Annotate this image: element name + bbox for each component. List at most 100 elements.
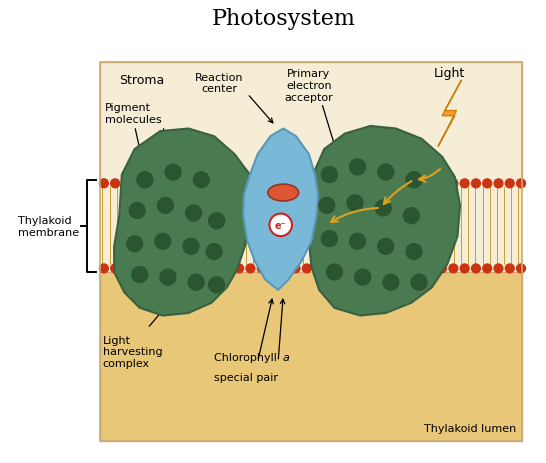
Circle shape xyxy=(209,277,224,293)
Polygon shape xyxy=(244,129,318,290)
Circle shape xyxy=(381,179,391,189)
Circle shape xyxy=(200,264,210,274)
Circle shape xyxy=(406,244,422,260)
Circle shape xyxy=(369,264,379,274)
Circle shape xyxy=(132,267,148,283)
Circle shape xyxy=(157,198,173,214)
Circle shape xyxy=(349,234,365,250)
Text: Light
harvesting
complex: Light harvesting complex xyxy=(103,335,163,368)
Circle shape xyxy=(155,234,171,250)
Polygon shape xyxy=(114,129,252,316)
Circle shape xyxy=(302,264,312,274)
Circle shape xyxy=(167,264,177,274)
Circle shape xyxy=(127,236,143,252)
Text: Thylakoid lumen: Thylakoid lumen xyxy=(424,423,517,433)
Circle shape xyxy=(186,206,201,221)
Circle shape xyxy=(426,264,436,274)
Circle shape xyxy=(279,264,289,274)
Circle shape xyxy=(403,208,419,224)
Circle shape xyxy=(355,269,371,286)
Circle shape xyxy=(160,269,176,286)
Circle shape xyxy=(327,264,342,280)
Circle shape xyxy=(378,239,394,255)
Circle shape xyxy=(322,167,337,183)
Circle shape xyxy=(378,165,394,181)
Circle shape xyxy=(516,264,526,274)
Circle shape xyxy=(482,264,492,274)
Polygon shape xyxy=(309,127,460,316)
Circle shape xyxy=(494,264,503,274)
Circle shape xyxy=(144,264,154,274)
Circle shape xyxy=(406,172,422,188)
Circle shape xyxy=(460,179,470,189)
Circle shape xyxy=(349,160,365,175)
Circle shape xyxy=(223,179,233,189)
Text: Stroma: Stroma xyxy=(119,74,164,87)
Circle shape xyxy=(336,179,346,189)
Circle shape xyxy=(319,198,335,214)
Circle shape xyxy=(167,179,177,189)
Circle shape xyxy=(133,179,143,189)
Circle shape xyxy=(392,264,402,274)
Circle shape xyxy=(211,264,222,274)
Circle shape xyxy=(137,172,153,188)
Circle shape xyxy=(129,203,145,219)
Text: Reaction
center: Reaction center xyxy=(195,72,244,94)
Polygon shape xyxy=(438,81,461,147)
Circle shape xyxy=(144,179,154,189)
Polygon shape xyxy=(100,63,521,181)
Circle shape xyxy=(460,264,470,274)
Circle shape xyxy=(189,179,199,189)
Text: Thylakoid
membrane: Thylakoid membrane xyxy=(18,216,79,237)
Text: Photosystem: Photosystem xyxy=(211,8,355,30)
Circle shape xyxy=(505,179,515,189)
Circle shape xyxy=(155,264,165,274)
Circle shape xyxy=(245,264,256,274)
Circle shape xyxy=(437,179,447,189)
Circle shape xyxy=(268,264,278,274)
Circle shape xyxy=(505,264,515,274)
Circle shape xyxy=(193,172,209,188)
Text: Primary
electron
acceptor: Primary electron acceptor xyxy=(284,69,333,102)
Circle shape xyxy=(516,179,526,189)
Circle shape xyxy=(223,264,233,274)
Text: Chlorophyll: Chlorophyll xyxy=(214,352,281,362)
Circle shape xyxy=(437,264,447,274)
Circle shape xyxy=(426,179,436,189)
Circle shape xyxy=(133,264,143,274)
Circle shape xyxy=(177,264,188,274)
Circle shape xyxy=(209,213,224,229)
Text: a: a xyxy=(282,352,289,362)
Circle shape xyxy=(414,264,425,274)
Ellipse shape xyxy=(268,185,299,201)
Circle shape xyxy=(290,264,301,274)
Circle shape xyxy=(211,179,222,189)
Circle shape xyxy=(290,179,301,189)
Circle shape xyxy=(257,264,267,274)
Circle shape xyxy=(206,244,222,260)
Circle shape xyxy=(234,264,244,274)
Circle shape xyxy=(110,179,120,189)
Circle shape xyxy=(121,179,132,189)
Circle shape xyxy=(411,275,427,291)
Polygon shape xyxy=(100,181,521,272)
Circle shape xyxy=(494,179,503,189)
Circle shape xyxy=(403,264,413,274)
Circle shape xyxy=(257,179,267,189)
Circle shape xyxy=(369,179,379,189)
Circle shape xyxy=(347,264,357,274)
Circle shape xyxy=(392,179,402,189)
Circle shape xyxy=(482,179,492,189)
Circle shape xyxy=(183,239,199,255)
Text: Pigment
molecules: Pigment molecules xyxy=(105,103,162,125)
Polygon shape xyxy=(100,272,521,441)
Circle shape xyxy=(279,179,289,189)
Circle shape xyxy=(313,179,323,189)
Circle shape xyxy=(200,179,210,189)
Text: special pair: special pair xyxy=(214,372,278,382)
Circle shape xyxy=(121,264,132,274)
Circle shape xyxy=(347,179,357,189)
Circle shape xyxy=(381,264,391,274)
Circle shape xyxy=(165,165,181,181)
Circle shape xyxy=(324,264,335,274)
